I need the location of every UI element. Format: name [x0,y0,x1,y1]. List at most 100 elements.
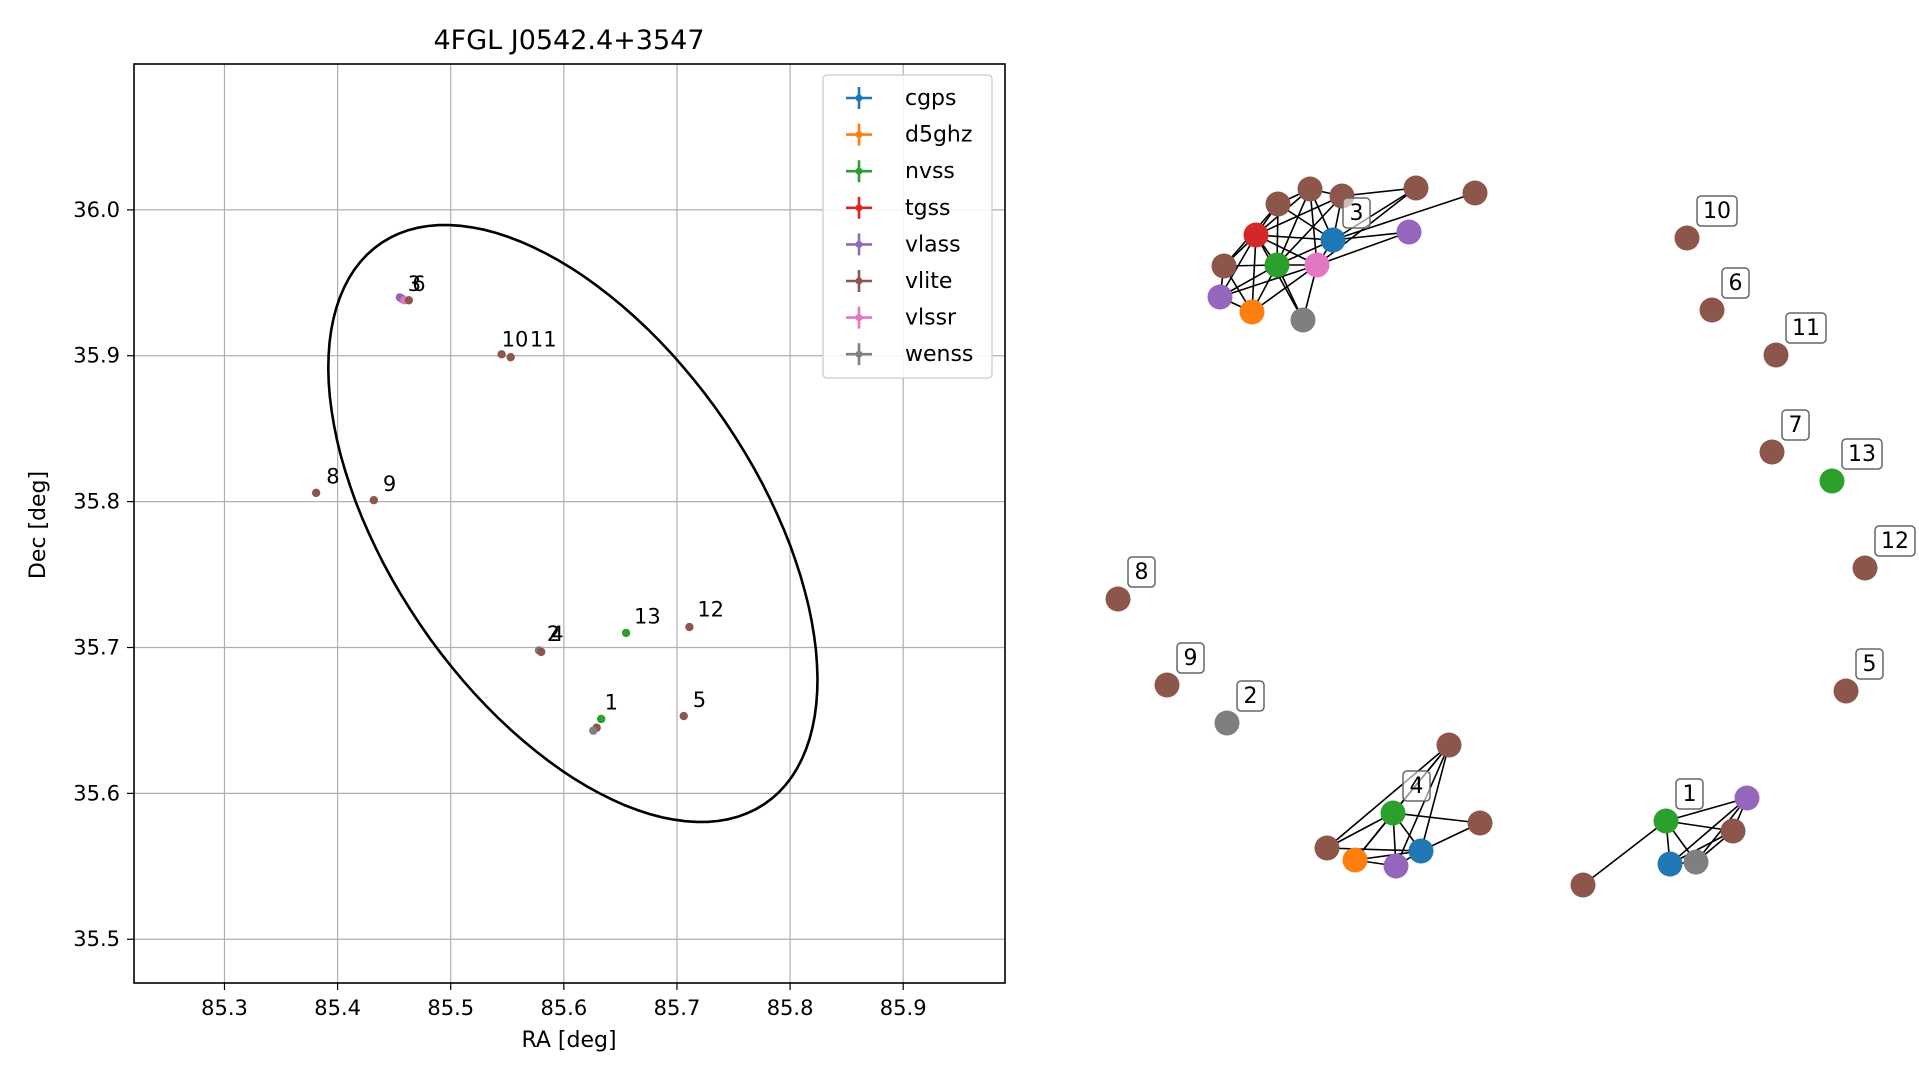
scatter-plot: 85.3 85.4 85.5 85.6 85.7 85.8 85.9 35.5 35.6 35.7… [73,63,1006,1020]
graph-edge [1332,192,1476,241]
graph-edge [1326,744,1450,849]
legend-label: nvss [905,159,955,184]
legend-box [822,74,993,379]
graph-node [1396,219,1422,245]
point-label: 8 [326,465,339,489]
x-tick-label: 85.8 [767,996,814,1020]
uncertainty-ellipse [326,223,819,824]
x-tick-label: 85.7 [654,996,701,1020]
graph-node [1759,439,1785,465]
node-label-box [1402,770,1431,802]
node-label: 1 [1683,782,1697,807]
legend-label: cgps [905,86,957,111]
graph-node [1462,180,1488,206]
y-tick-label: 35.9 [73,344,120,368]
plot-frame [133,63,1006,984]
graph-edge [1255,234,1334,241]
data-point [685,622,694,632]
graph-node [1408,838,1434,864]
legend-label: d5ghz [905,123,972,148]
graph-node [1214,710,1240,736]
legend-marker-dot [855,131,863,139]
point-label: 6 [412,272,425,296]
graph-edge [1251,234,1257,313]
graph-node [1320,227,1346,253]
graph-node [1211,253,1237,279]
node-label: 10 [1703,199,1731,224]
node-label: 6 [1729,271,1743,296]
point-label: 1 [605,691,618,715]
graph-node [1105,586,1131,612]
graph-edge [1665,797,1748,822]
graph-node [1852,555,1878,581]
graph-node [1657,851,1683,877]
x-tick-label: 85.4 [314,996,361,1020]
y-tick-label: 35.8 [73,490,120,514]
point-label: 5 [693,688,706,712]
graph-node [1304,252,1330,278]
y-tick-label: 35.5 [73,927,120,951]
graph-node [1720,818,1746,844]
node-label-box [1675,778,1704,810]
node-label: 12 [1881,529,1909,554]
graph-node [1683,849,1709,875]
graph-edge [1276,188,1311,266]
y-tick-label: 35.7 [73,635,120,659]
legend-marker-dot [855,204,863,212]
node-label: 13 [1848,442,1876,467]
graph-node [1239,299,1265,325]
data-point [369,495,379,505]
graph-node [1570,872,1596,898]
point-label: 4 [550,622,563,646]
point-label: 2 [547,622,560,646]
data-point [404,296,414,305]
chart-title: 4FGL J0542.4+3547 [433,25,704,56]
graph-node [1154,672,1180,698]
node-label-box [1176,642,1205,674]
node-label: 3 [1350,201,1364,226]
point-label: 13 [634,605,661,629]
graph-node [1297,176,1323,202]
node-label-box [1696,195,1738,227]
y-axis-label: Dec [deg] [26,471,51,579]
node-label: 11 [1792,316,1820,341]
legend-label: vlass [905,232,961,257]
data-point [537,647,546,657]
x-tick-label: 85.6 [540,996,587,1020]
graph-edge [1420,744,1450,852]
node-label: 7 [1789,413,1803,438]
node-label-box [1785,312,1827,344]
node-label: 2 [1244,684,1258,709]
graph-node [1207,284,1233,310]
graph-node [1383,853,1409,879]
graph-node [1734,785,1760,811]
graph-node [1436,732,1462,758]
node-label: 5 [1863,652,1877,677]
graph-node [1653,808,1679,834]
data-point [497,350,506,359]
y-tick-label: 35.6 [73,781,120,805]
graph-edge [1276,195,1343,266]
graph-edge [1669,797,1748,865]
x-tick-label: 85.5 [427,996,474,1020]
legend-marker-dot [855,314,863,322]
graph-node [1314,835,1340,861]
node-label-box [1874,525,1916,557]
legend-label: vlite [905,269,952,294]
legend-label: vlssr [905,306,957,331]
node-label-box [1781,409,1810,441]
nodes [1105,175,1878,898]
graph-edge [1395,744,1450,867]
graph-edge [1332,187,1417,241]
node-label: 4 [1410,774,1424,799]
legend: cgps d5ghz nvss tgss vlass vlite vlssr wenss [822,74,993,379]
graph-node [1467,810,1493,836]
graph-edge [1326,847,1422,852]
x-tick-label: 85.9 [880,996,927,1020]
data-point [506,353,515,362]
graph-node [1290,307,1316,333]
legend-label: wenss [905,342,973,367]
point-label: 9 [383,472,396,496]
legend-marker-dot [855,277,863,285]
